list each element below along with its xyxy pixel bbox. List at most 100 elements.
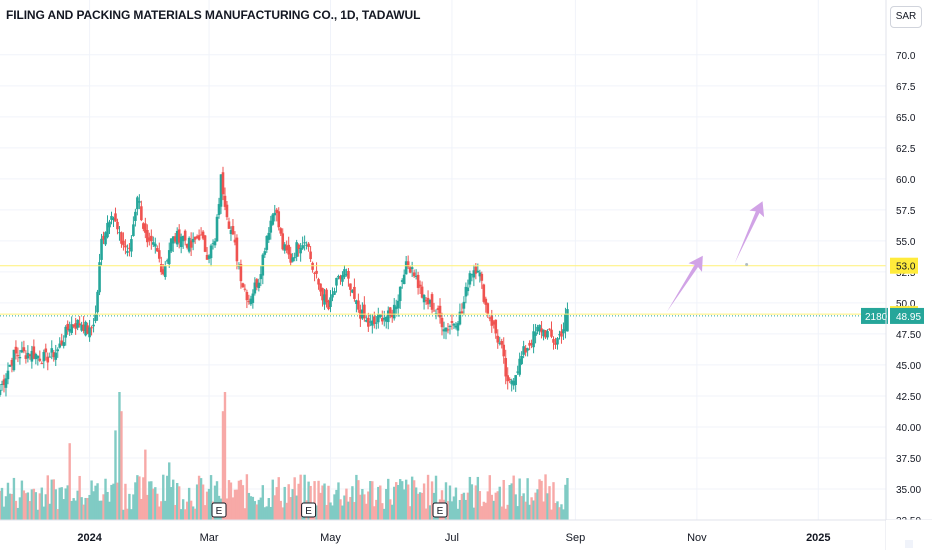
candle-body [231, 226, 235, 235]
volume-bar [373, 506, 376, 520]
candle-body [538, 324, 541, 332]
candle-body [106, 222, 109, 238]
volume-bar [136, 475, 139, 520]
volume-bar [269, 506, 272, 520]
volume-bar [464, 499, 468, 520]
candle-body [518, 358, 521, 375]
earnings-marker[interactable] [301, 502, 317, 518]
volume-bar [375, 499, 378, 520]
volume-bar [518, 478, 521, 520]
volume-bar [177, 486, 181, 520]
candle-body [452, 323, 456, 326]
volume-bar [26, 492, 30, 520]
candle-body [221, 172, 225, 195]
candle-body [556, 338, 559, 345]
candle-body [251, 293, 255, 303]
candle-body [261, 254, 265, 276]
currency-button[interactable]: SAR [890, 6, 922, 28]
candle-body [225, 204, 229, 218]
earnings-marker[interactable] [432, 502, 448, 518]
candle-body [510, 380, 513, 385]
volume-bar [524, 501, 527, 520]
candle-body [255, 279, 259, 288]
price-tick-label: 62.5 [896, 144, 916, 155]
forecast-arrow[interactable] [727, 198, 769, 267]
candle-body [540, 328, 543, 333]
volume-bar [68, 443, 71, 520]
volume-bar [152, 488, 155, 520]
volume-bar [168, 462, 171, 520]
volume-bar [468, 476, 472, 520]
volume-bar [476, 476, 480, 520]
volume-bar [277, 477, 280, 520]
candle-body [327, 300, 330, 310]
volume-bar [514, 494, 517, 520]
candle-body [193, 236, 197, 240]
volume-bar [349, 496, 352, 520]
candle-body [341, 275, 344, 282]
volume-bar [363, 494, 366, 520]
candle-body [209, 245, 213, 259]
volume-bar [243, 508, 247, 520]
candle-body [88, 327, 91, 338]
volume-bar [369, 481, 372, 520]
candle-body [378, 314, 382, 318]
candle-body [171, 236, 175, 244]
volume-bar [179, 509, 183, 520]
price-tick-label: 37.50 [896, 454, 921, 465]
volume-bar [98, 500, 101, 520]
volume-bar [142, 477, 145, 520]
candle-body [40, 363, 44, 365]
volume-bar [118, 392, 121, 520]
volume-bar [283, 486, 286, 520]
candle-body [552, 339, 555, 343]
candle-body [167, 250, 171, 265]
candle-body [303, 242, 306, 244]
volume-bar [287, 484, 290, 520]
volume-bar [62, 499, 65, 520]
time-scale[interactable] [0, 520, 886, 550]
candle-body [390, 312, 394, 318]
forecast-arrow[interactable] [660, 251, 709, 315]
volume-bar [482, 501, 486, 520]
candle-body [353, 286, 356, 299]
candle-body [357, 300, 360, 310]
volume-bar [146, 494, 149, 520]
candle-body [408, 267, 412, 273]
candle-body [446, 329, 450, 331]
volume-bar [56, 509, 59, 520]
volume-bar [488, 475, 491, 520]
volume-bar [158, 506, 161, 520]
price-tick-label: 42.50 [896, 392, 921, 403]
candle-body [100, 238, 103, 260]
volume-bar [297, 483, 300, 520]
candle-body [201, 231, 205, 239]
candle-body [420, 286, 424, 298]
candle-body [476, 270, 480, 273]
candle-body [235, 237, 239, 262]
volume-bar [108, 501, 111, 520]
candle-body [26, 352, 30, 359]
candle-body [136, 197, 139, 210]
candle-body [325, 289, 328, 303]
candle-body [365, 320, 368, 322]
volume-bar [229, 482, 233, 520]
time-tick-label: 2025 [806, 532, 830, 544]
candle-body [58, 343, 62, 348]
volume-bar [138, 476, 141, 520]
volume-bar [534, 492, 537, 520]
volume-bar [331, 505, 334, 520]
volume-bar [494, 492, 497, 520]
candle-body [414, 275, 418, 277]
earnings-marker[interactable] [211, 502, 227, 518]
candle-body [530, 343, 533, 345]
candle-body [351, 290, 354, 293]
candle-body [548, 328, 551, 330]
volume-bar [209, 475, 213, 520]
candle-body [482, 284, 486, 302]
candle-body [464, 286, 468, 297]
settings-corner-icon[interactable] [905, 540, 913, 548]
price-scale[interactable] [886, 0, 932, 550]
